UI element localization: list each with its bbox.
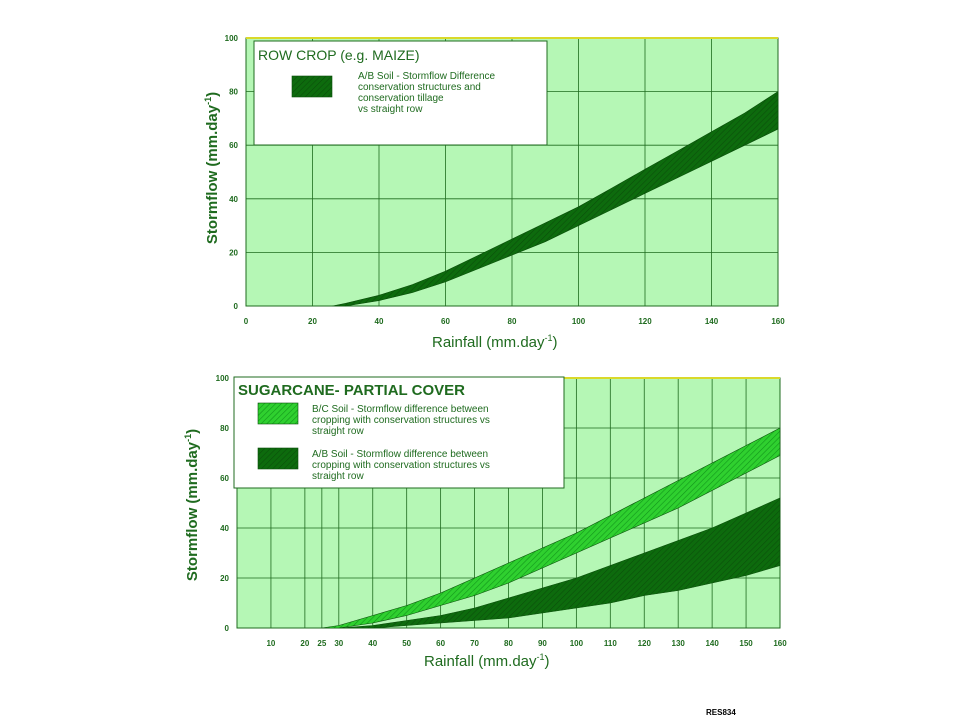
x-tick-label: 130 bbox=[672, 639, 686, 648]
legend-swatch-1 bbox=[257, 447, 299, 470]
x-axis-title: Rainfall (mm.day-1) bbox=[432, 333, 558, 351]
legend-entry-text: A/B Soil - Stormflow difference between bbox=[312, 449, 488, 460]
y-tick-label: 80 bbox=[220, 424, 229, 433]
series-band-1 bbox=[338, 497, 781, 629]
legend-entry-text: vs straight row bbox=[358, 104, 423, 115]
legend-swatch-0 bbox=[291, 75, 333, 98]
row-crop-chart: 0 20 40 60 80 100 0 20 40 60 80 100 120 140 160 Rainfal… bbox=[203, 34, 785, 351]
y-tick-label: 60 bbox=[220, 474, 229, 483]
x-tick-label: 0 bbox=[244, 317, 249, 326]
legend-box bbox=[233, 376, 565, 489]
x-tick-label: 30 bbox=[334, 639, 343, 648]
x-tick-label: 50 bbox=[402, 639, 411, 648]
y-tick-label: 40 bbox=[220, 524, 229, 533]
x-axis-title: Rainfall (mm.day-1) bbox=[424, 652, 550, 670]
series-band-0 bbox=[332, 91, 779, 307]
x-tick-label: 160 bbox=[773, 639, 787, 648]
legend-entry-text: B/C Soil - Stormflow difference between bbox=[312, 404, 489, 415]
x-tick-label: 40 bbox=[368, 639, 377, 648]
x-tick-label: 80 bbox=[504, 639, 513, 648]
x-tick-label: 40 bbox=[375, 317, 384, 326]
x-tick-label: 10 bbox=[266, 639, 275, 648]
x-tick-label: 100 bbox=[572, 317, 586, 326]
legend-title: SUGARCANE- PARTIAL COVER bbox=[238, 382, 465, 399]
x-tick-label: 20 bbox=[308, 317, 317, 326]
x-tick-label: 160 bbox=[771, 317, 785, 326]
x-tick-label: 110 bbox=[604, 639, 617, 648]
x-tick-label: 70 bbox=[470, 639, 479, 648]
y-axis-title: Stormflow (mm.day-1) bbox=[183, 429, 201, 581]
y-tick-label: 0 bbox=[234, 302, 239, 311]
x-tick-label: 60 bbox=[441, 317, 450, 326]
legend-entry-text: A/B Soil - Stormflow Difference bbox=[358, 71, 496, 82]
y-tick-label: 100 bbox=[216, 374, 230, 383]
footer-code: RES834 bbox=[706, 708, 736, 717]
x-tick-label: 140 bbox=[705, 317, 719, 326]
x-tick-label: 120 bbox=[638, 639, 652, 648]
x-tick-label: 140 bbox=[705, 639, 719, 648]
sugarcane-chart: 0 20 40 60 80 100 10 20 25 30 40 50 60 70 80 90 100 110 12… bbox=[183, 374, 787, 670]
x-tick-label: 100 bbox=[570, 639, 584, 648]
legend-entry-text: straight row bbox=[312, 471, 364, 482]
x-tick-label: 80 bbox=[508, 317, 517, 326]
y-tick-label: 0 bbox=[225, 624, 230, 633]
y-tick-label: 20 bbox=[220, 574, 229, 583]
y-tick-label: 100 bbox=[225, 34, 239, 43]
y-tick-label: 20 bbox=[229, 248, 238, 257]
legend-entry-text: cropping with conservation structures vs bbox=[312, 460, 490, 471]
x-tick-label: 150 bbox=[739, 639, 753, 648]
x-tick-label: 90 bbox=[538, 639, 547, 648]
legend-title: ROW CROP (e.g. MAIZE) bbox=[258, 47, 420, 63]
y-tick-label: 60 bbox=[229, 141, 238, 150]
y-tick-label: 80 bbox=[229, 88, 238, 97]
legend-entry-text: cropping with conservation structures vs bbox=[312, 415, 490, 426]
x-tick-label: 60 bbox=[436, 639, 445, 648]
legend-swatch-0 bbox=[257, 402, 299, 425]
x-tick-label: 120 bbox=[638, 317, 652, 326]
x-tick-label: 25 bbox=[317, 639, 326, 648]
x-tick-label: 20 bbox=[300, 639, 309, 648]
legend-entry-text: straight row bbox=[312, 426, 364, 437]
legend-entry-text: conservation structures and bbox=[358, 82, 481, 93]
series-band-0 bbox=[321, 427, 781, 629]
y-axis-title: Stormflow (mm.day-1) bbox=[203, 92, 221, 244]
y-tick-label: 40 bbox=[229, 195, 238, 204]
legend-entry-text: conservation tillage bbox=[358, 93, 444, 104]
